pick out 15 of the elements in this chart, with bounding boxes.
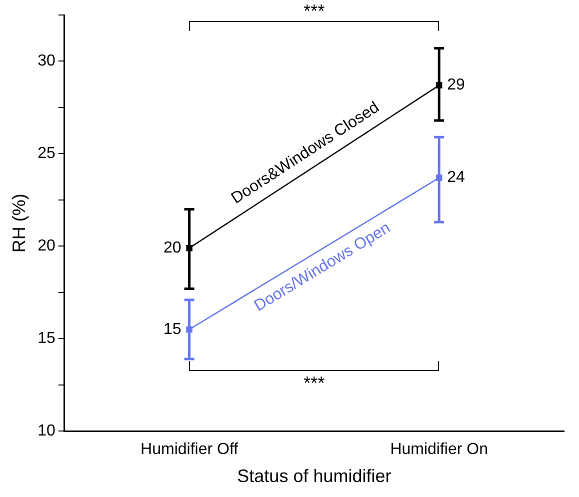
x-axis-title: Status of humidifier [237, 466, 392, 486]
x-tick-label: Humidifier Off [140, 441, 239, 458]
y-tick-label: 25 [38, 145, 56, 162]
y-axis-title: RH (%) [8, 194, 29, 253]
data-label: 29 [447, 76, 465, 94]
data-label: 20 [164, 239, 182, 256]
data-label: 15 [164, 320, 182, 338]
annotation: *** [304, 373, 325, 394]
y-tick-label: 30 [38, 52, 56, 70]
y-tick-label: 20 [38, 238, 56, 255]
y-tick-label: 15 [38, 330, 56, 348]
data-label: 24 [447, 169, 465, 186]
x-tick-label: Humidifier On [390, 441, 488, 458]
y-tick-label: 10 [38, 422, 56, 440]
annotation: *** [304, 1, 325, 22]
